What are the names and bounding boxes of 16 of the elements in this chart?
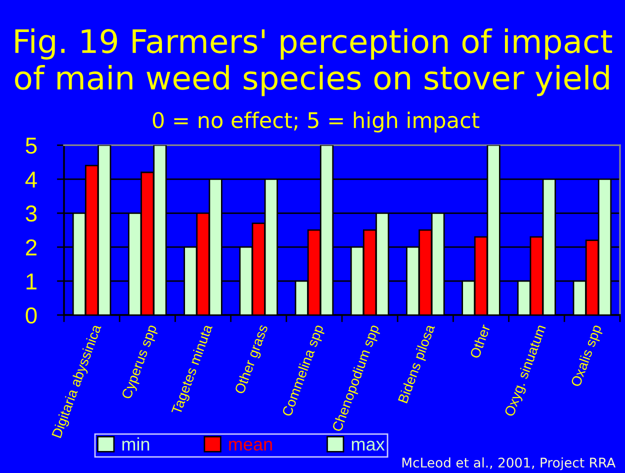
chart-subtitle: 0 = no effect; 5 = high impact <box>152 112 480 132</box>
legend-label: max <box>352 440 385 451</box>
x-tick-label: Bidens pilosa <box>398 323 438 404</box>
y-tick-label: 2 <box>26 239 36 256</box>
legend-label: mean <box>229 440 272 451</box>
y-tick-label: 3 <box>26 205 37 222</box>
y-tick-label: 0 <box>26 307 37 324</box>
text: McLeod et al., 2001, Project RRA <box>402 457 616 470</box>
legend-label: min <box>122 437 150 450</box>
y-tick-label: 1 <box>26 274 36 290</box>
x-tick-label: Other grass <box>234 324 271 396</box>
y-tick-label: 4 <box>25 172 37 188</box>
x-tick-label: Oxalis spp <box>570 324 604 388</box>
chart-title: Fig. 19 Farmers' perception of impact of main weed species on stover yield <box>15 28 612 96</box>
y-tick-label: 5 <box>26 138 37 154</box>
x-tick-label: Other <box>469 324 491 359</box>
